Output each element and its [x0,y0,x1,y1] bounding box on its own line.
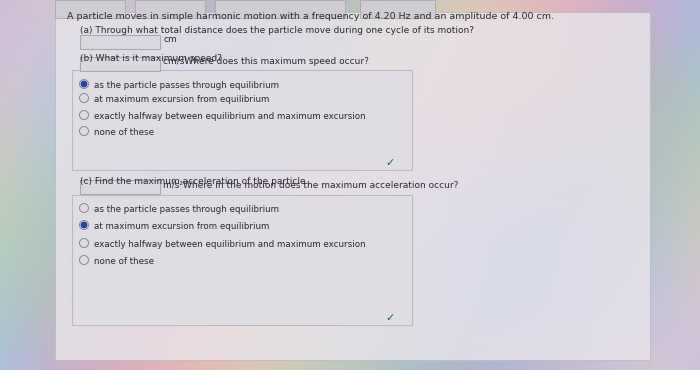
FancyBboxPatch shape [135,0,205,18]
Text: as the particle passes through equilibrium: as the particle passes through equilibri… [94,81,279,90]
Text: cm: cm [164,36,178,44]
FancyBboxPatch shape [72,195,412,325]
Text: cm/sWhere does this maximum speed occur?: cm/sWhere does this maximum speed occur? [163,57,369,67]
FancyBboxPatch shape [55,12,650,360]
FancyBboxPatch shape [72,70,412,170]
Text: (b) What is it maximum speed?: (b) What is it maximum speed? [80,54,222,63]
Circle shape [81,222,87,228]
Text: A particle moves in simple harmonic motion with a frequency of 4.20 Hz and an am: A particle moves in simple harmonic moti… [67,12,554,21]
Circle shape [81,81,87,87]
FancyBboxPatch shape [55,0,125,18]
Text: exactly halfway between equilibrium and maximum excursion: exactly halfway between equilibrium and … [94,240,365,249]
Text: (a) Through what total distance does the particle move during one cycle of its m: (a) Through what total distance does the… [80,26,474,35]
FancyBboxPatch shape [80,57,160,71]
Text: none of these: none of these [94,128,154,137]
Text: none of these: none of these [94,257,154,266]
Text: at maximum excursion from equilibrium: at maximum excursion from equilibrium [94,95,270,104]
Text: as the particle passes through equilibrium: as the particle passes through equilibri… [94,205,279,214]
FancyBboxPatch shape [80,35,160,49]
Text: at maximum excursion from equilibrium: at maximum excursion from equilibrium [94,222,270,231]
Text: ✓: ✓ [385,158,395,168]
Text: exactly halfway between equilibrium and maximum excursion: exactly halfway between equilibrium and … [94,112,365,121]
Text: ✓: ✓ [385,313,395,323]
FancyBboxPatch shape [360,0,435,18]
Text: m/s²Where in the motion does the maximum acceleration occur?: m/s²Where in the motion does the maximum… [163,181,459,189]
FancyBboxPatch shape [80,180,160,194]
FancyBboxPatch shape [215,0,345,18]
Text: (c) Find the maximum acceleration of the particle.: (c) Find the maximum acceleration of the… [80,177,309,186]
